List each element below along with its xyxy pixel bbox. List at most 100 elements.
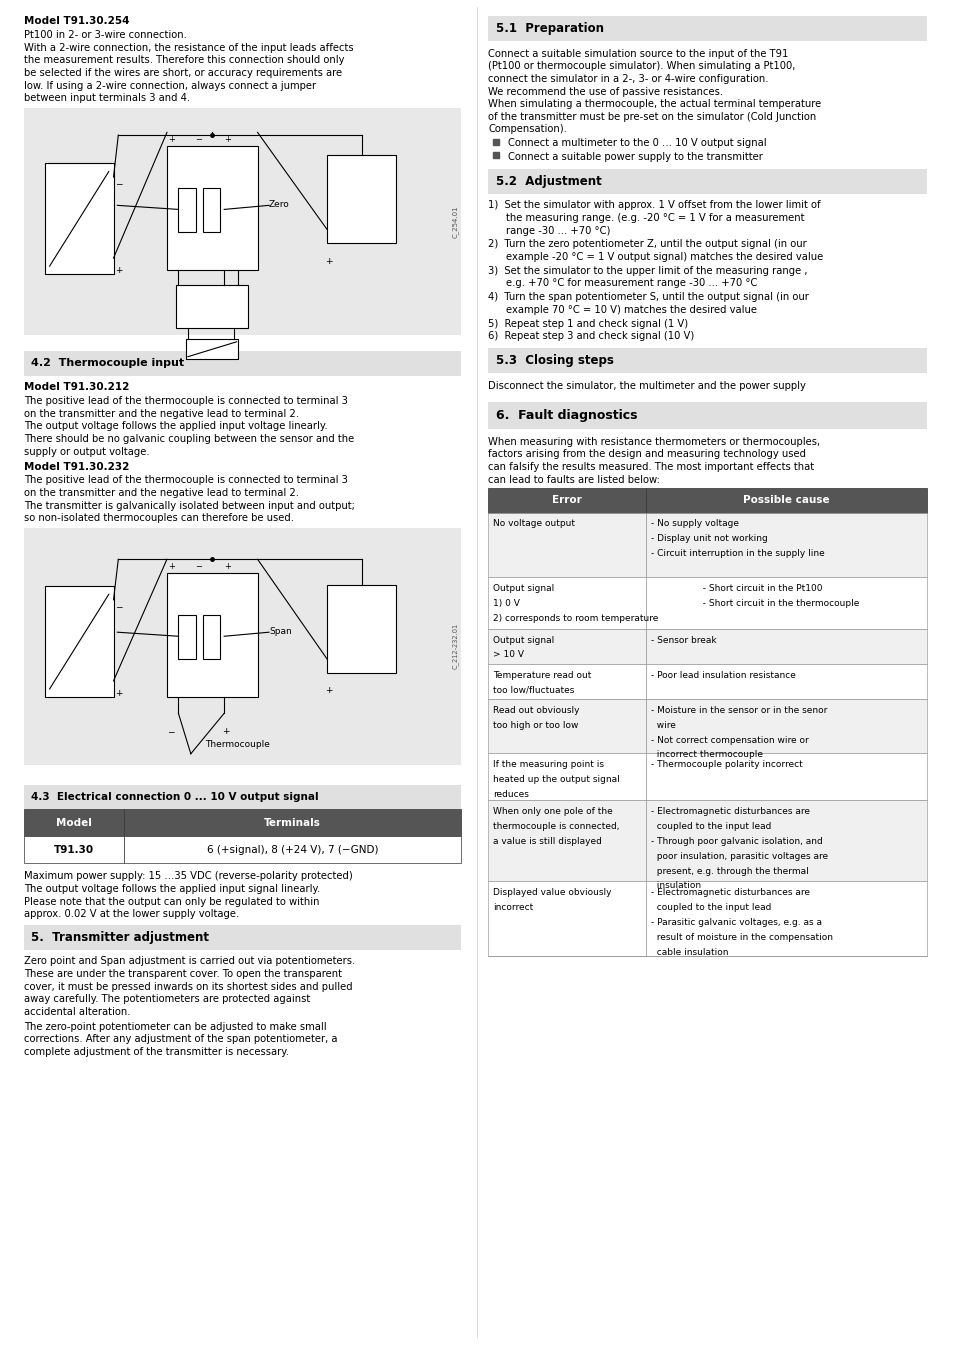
FancyBboxPatch shape bbox=[645, 628, 926, 663]
FancyBboxPatch shape bbox=[488, 800, 645, 881]
Text: insulation: insulation bbox=[650, 881, 700, 890]
FancyBboxPatch shape bbox=[24, 925, 460, 950]
Text: Model T91.30.232: Model T91.30.232 bbox=[24, 462, 129, 471]
Text: heated up the output signal: heated up the output signal bbox=[493, 774, 619, 784]
FancyBboxPatch shape bbox=[488, 753, 645, 800]
Text: +: + bbox=[115, 266, 123, 276]
Text: - Electromagnetic disturbances are: - Electromagnetic disturbances are bbox=[650, 888, 809, 897]
FancyBboxPatch shape bbox=[167, 146, 257, 270]
Text: −: − bbox=[115, 603, 123, 612]
Text: +: + bbox=[224, 562, 231, 571]
FancyBboxPatch shape bbox=[124, 836, 460, 863]
Text: 6)  Repeat step 3 and check signal (10 V): 6) Repeat step 3 and check signal (10 V) bbox=[488, 331, 694, 342]
Text: Span: Span bbox=[81, 200, 104, 209]
Text: C_254.01: C_254.01 bbox=[451, 205, 458, 238]
Text: the measurement results. Therefore this connection should only: the measurement results. Therefore this … bbox=[24, 55, 344, 65]
FancyBboxPatch shape bbox=[645, 753, 926, 800]
FancyBboxPatch shape bbox=[24, 528, 460, 765]
FancyBboxPatch shape bbox=[176, 285, 248, 328]
Text: thermocouple is connected,: thermocouple is connected, bbox=[493, 821, 619, 831]
Text: incorrect: incorrect bbox=[493, 902, 533, 912]
Text: 1) 0 V: 1) 0 V bbox=[493, 598, 519, 608]
Text: Output signal: Output signal bbox=[493, 635, 554, 644]
Text: Displayed value obviously: Displayed value obviously bbox=[493, 888, 611, 897]
Text: These are under the transparent cover. To open the transparent: These are under the transparent cover. T… bbox=[24, 969, 341, 979]
Text: Zero: Zero bbox=[81, 627, 102, 636]
Text: 3: 3 bbox=[226, 670, 231, 680]
Text: - Electromagnetic disturbances are: - Electromagnetic disturbances are bbox=[650, 807, 809, 816]
FancyBboxPatch shape bbox=[45, 586, 113, 697]
Text: 4.3  Electrical connection 0 ... 10 V output signal: 4.3 Electrical connection 0 ... 10 V out… bbox=[31, 792, 318, 802]
FancyBboxPatch shape bbox=[645, 881, 926, 955]
Text: −: − bbox=[167, 727, 174, 736]
Text: example 70 °C = 10 V) matches the desired value: example 70 °C = 10 V) matches the desire… bbox=[505, 305, 756, 315]
Text: too high or too low: too high or too low bbox=[493, 720, 578, 730]
Text: C_212-232.01: C_212-232.01 bbox=[451, 623, 458, 669]
FancyBboxPatch shape bbox=[488, 169, 926, 193]
Text: Temperature read out: Temperature read out bbox=[493, 670, 591, 680]
FancyBboxPatch shape bbox=[178, 188, 195, 232]
Text: With a 2-wire connection, the resistance of the input leads affects: With a 2-wire connection, the resistance… bbox=[24, 43, 354, 53]
Text: 6: 6 bbox=[229, 150, 233, 159]
Text: 1)  Set the simulator with approx. 1 V offset from the lower limit of: 1) Set the simulator with approx. 1 V of… bbox=[488, 200, 821, 211]
Text: When measuring with resistance thermometers or thermocouples,: When measuring with resistance thermomet… bbox=[488, 436, 820, 447]
FancyBboxPatch shape bbox=[186, 339, 238, 359]
Text: +: + bbox=[222, 727, 230, 736]
Text: between input terminals 3 and 4.: between input terminals 3 and 4. bbox=[24, 93, 190, 103]
Text: 5.1  Preparation: 5.1 Preparation bbox=[496, 22, 603, 35]
Text: 24 VDC: 24 VDC bbox=[47, 667, 76, 677]
Text: 3: 3 bbox=[211, 243, 215, 253]
Text: - Parasitic galvanic voltages, e.g. as a: - Parasitic galvanic voltages, e.g. as a bbox=[650, 917, 821, 927]
Text: If the measuring point is: If the measuring point is bbox=[493, 759, 603, 769]
FancyBboxPatch shape bbox=[327, 585, 395, 673]
Text: low. If using a 2-wire connection, always connect a jumper: low. If using a 2-wire connection, alway… bbox=[24, 81, 315, 91]
FancyBboxPatch shape bbox=[488, 663, 645, 698]
Text: Load: Load bbox=[336, 593, 356, 603]
Text: −: − bbox=[325, 584, 333, 593]
Text: 4.2  Thermocouple input: 4.2 Thermocouple input bbox=[31, 358, 185, 369]
Text: - Short circuit in the Pt100: - Short circuit in the Pt100 bbox=[650, 584, 821, 593]
Text: The output voltage follows the applied input voltage linearly.: The output voltage follows the applied i… bbox=[24, 422, 327, 431]
Text: wire: wire bbox=[650, 720, 675, 730]
Text: −: − bbox=[195, 135, 202, 145]
Text: 230 VAC: 230 VAC bbox=[47, 592, 80, 601]
Text: We recommend the use of passive resistances.: We recommend the use of passive resistan… bbox=[488, 86, 722, 96]
Text: There should be no galvanic coupling between the sensor and the: There should be no galvanic coupling bet… bbox=[24, 434, 354, 444]
Text: 7: 7 bbox=[199, 577, 204, 586]
Text: +: + bbox=[168, 135, 174, 145]
Text: T91.30: T91.30 bbox=[53, 844, 94, 855]
Text: Possible cause: Possible cause bbox=[742, 496, 829, 505]
Text: Zero point and Span adjustment is carried out via potentiometers.: Zero point and Span adjustment is carrie… bbox=[24, 957, 355, 966]
Text: incorrect thermocouple: incorrect thermocouple bbox=[650, 750, 761, 759]
Text: approx. 0.02 V at the lower supply voltage.: approx. 0.02 V at the lower supply volta… bbox=[24, 909, 239, 919]
Text: Load: Load bbox=[336, 163, 356, 173]
Text: Span: Span bbox=[269, 627, 292, 636]
Text: When only one pole of the: When only one pole of the bbox=[493, 807, 613, 816]
Text: - Moisture in the sensor or in the senor: - Moisture in the sensor or in the senor bbox=[650, 705, 826, 715]
Text: cable insulation: cable insulation bbox=[650, 947, 727, 957]
Text: 5.3  Closing steps: 5.3 Closing steps bbox=[496, 354, 614, 367]
FancyBboxPatch shape bbox=[203, 188, 220, 232]
Text: Read out obviously: Read out obviously bbox=[493, 705, 579, 715]
Text: away carefully. The potentiometers are protected against: away carefully. The potentiometers are p… bbox=[24, 994, 310, 1004]
Text: e.g. +70 °C for measurement range -30 ... +70 °C: e.g. +70 °C for measurement range -30 ..… bbox=[505, 278, 756, 288]
Text: 3)  Set the simulator to the upper limit of the measuring range ,: 3) Set the simulator to the upper limit … bbox=[488, 266, 807, 276]
FancyBboxPatch shape bbox=[24, 836, 124, 863]
Text: accidental alteration.: accidental alteration. bbox=[24, 1006, 131, 1017]
Text: When simulating a thermocouple, the actual terminal temperature: When simulating a thermocouple, the actu… bbox=[488, 99, 821, 109]
Text: Terminals: Terminals bbox=[264, 817, 320, 828]
Text: - Short circuit in the thermocouple: - Short circuit in the thermocouple bbox=[650, 598, 858, 608]
Text: Maximum power supply: 15 …35 VDC (reverse-polarity protected): Maximum power supply: 15 …35 VDC (revers… bbox=[24, 871, 353, 881]
Text: The zero-point potentiometer can be adjusted to make small: The zero-point potentiometer can be adju… bbox=[24, 1021, 326, 1032]
Text: Pt100: Pt100 bbox=[188, 289, 212, 299]
Text: Zero: Zero bbox=[269, 200, 290, 209]
Text: cover, it must be pressed inwards on its shortest sides and pulled: cover, it must be pressed inwards on its… bbox=[24, 982, 352, 992]
Text: present, e.g. through the thermal: present, e.g. through the thermal bbox=[650, 866, 807, 875]
FancyBboxPatch shape bbox=[645, 800, 926, 881]
Text: of the transmitter must be pre-set on the simulator (Cold Junction: of the transmitter must be pre-set on th… bbox=[488, 112, 816, 122]
Text: Model T91.30.212: Model T91.30.212 bbox=[24, 382, 129, 392]
FancyBboxPatch shape bbox=[203, 615, 220, 659]
Text: can lead to faults are listed below:: can lead to faults are listed below: bbox=[488, 474, 659, 485]
Text: > 10 V: > 10 V bbox=[493, 650, 523, 659]
Text: corrections. After any adjustment of the span potentiometer, a: corrections. After any adjustment of the… bbox=[24, 1035, 337, 1044]
